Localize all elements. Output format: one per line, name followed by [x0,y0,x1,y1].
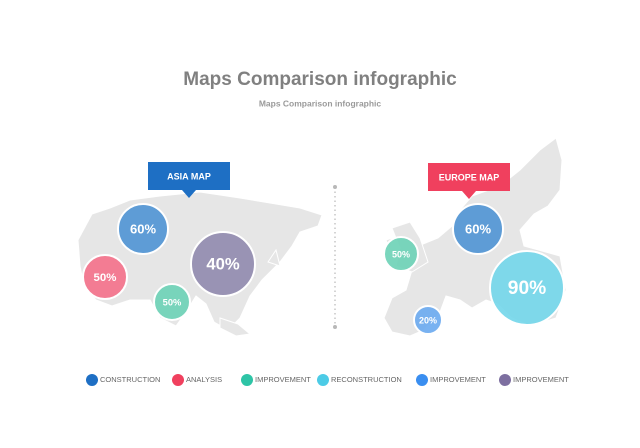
legend-label: CONSTRUCTION [100,375,160,384]
map-label: EUROPE MAP [439,172,500,182]
title: Maps Comparison infographic [183,69,457,90]
bubble [489,250,565,326]
legend-label: RECONSTRUCTION [331,375,402,384]
legend-dot [499,374,511,386]
map-label-box [148,162,230,190]
legend-dot [317,374,329,386]
bubble-label: 50% [163,297,182,307]
bubble [153,283,191,321]
subtitle: Maps Comparison infographic [259,98,382,108]
bubble [117,203,169,255]
bubble [413,305,443,335]
divider-end [333,325,337,329]
bubble-label: 90% [508,278,547,299]
bubble [82,254,128,300]
map-label-pointer [182,190,196,198]
legend-label: IMPROVEMENT [513,375,569,384]
legend-dot [172,374,184,386]
bubble [190,231,256,297]
asia-islands [219,248,281,337]
legend-dot [86,374,98,386]
legend-dot [241,374,253,386]
bubble [452,203,504,255]
divider-end [333,185,337,189]
legend-label: IMPROVEMENT [255,375,311,384]
bubble [383,236,419,272]
bubble-label: 60% [465,221,491,236]
map-label-box [428,163,510,191]
bubble-label: 60% [130,221,156,236]
bubble-label: 50% [392,249,410,259]
bubble-label: 20% [419,315,437,325]
bubble-label: 40% [206,254,239,273]
map-label-pointer [462,191,476,199]
legend-label: ANALYSIS [186,375,222,384]
map-label: ASIA MAP [167,171,211,181]
bubble-label: 50% [94,272,117,284]
legend-dot [416,374,428,386]
legend-label: IMPROVEMENT [430,375,486,384]
